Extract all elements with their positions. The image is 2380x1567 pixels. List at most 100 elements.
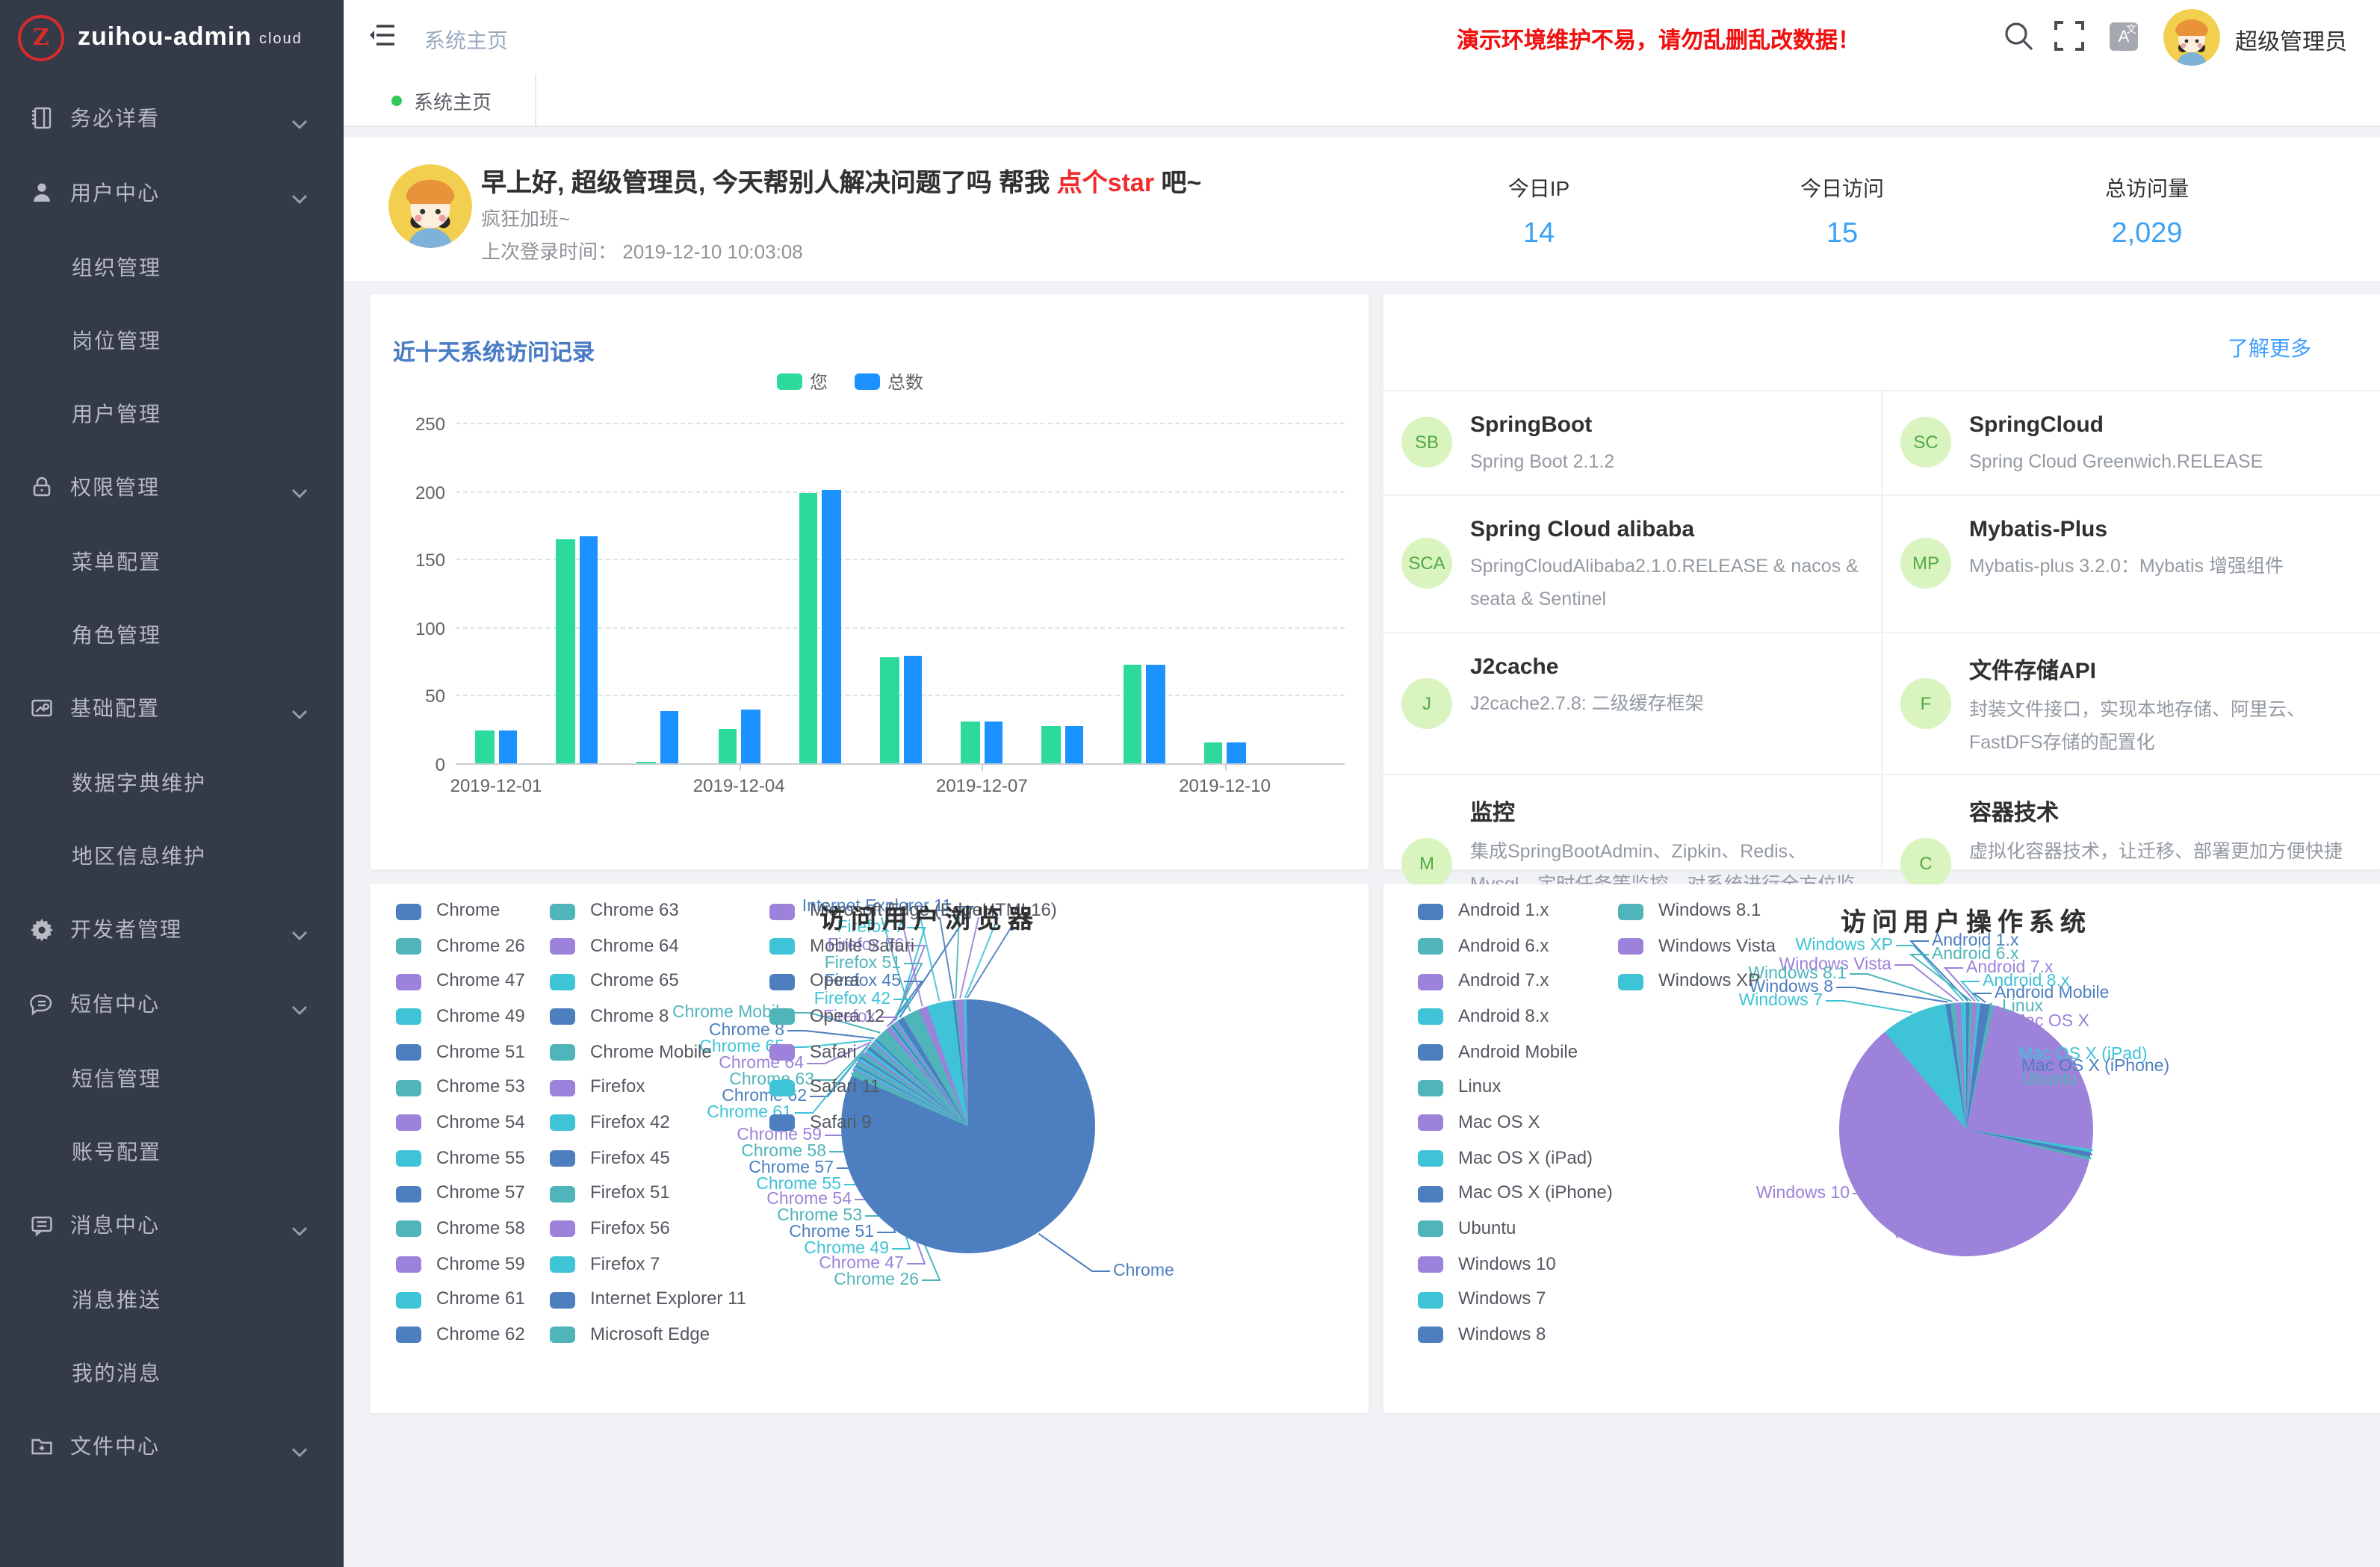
sidebar-subitem[interactable]: 消息推送 xyxy=(72,1287,161,1311)
sidebar-subitem[interactable]: 组织管理 xyxy=(72,255,161,279)
legend-swatch xyxy=(769,1114,795,1132)
legend-item-Safari[interactable]: Safari xyxy=(769,1040,857,1063)
sidebar-item-6[interactable]: 消息中心 xyxy=(0,1188,344,1262)
sidebar-item-4[interactable]: 开发者管理 xyxy=(0,892,344,966)
fullscreen-icon[interactable] xyxy=(2054,21,2084,58)
chevron-down-icon xyxy=(291,111,308,134)
stat-label: 今日IP xyxy=(1507,176,1570,200)
legend-item-Linux[interactable]: Linux xyxy=(1418,1076,1501,1099)
sidebar-item-2[interactable]: 权限管理 xyxy=(0,450,344,524)
legend-swatch xyxy=(396,1114,421,1132)
legend-item-Chrome 55[interactable]: Chrome 55 xyxy=(396,1146,525,1169)
legend-item-Chrome Mobile[interactable]: Chrome Mobile xyxy=(550,1040,712,1063)
legend-item-Microsoft Edge[interactable]: Microsoft Edge xyxy=(550,1324,710,1346)
legend-item-Chrome 26[interactable]: Chrome 26 xyxy=(396,934,525,957)
legend-item-Android 8.x[interactable]: Android 8.x xyxy=(1418,1005,1549,1028)
legend-item-Chrome 8[interactable]: Chrome 8 xyxy=(550,1005,669,1028)
legend-item-Firefox 56[interactable]: Firefox 56 xyxy=(550,1217,670,1240)
learn-more-link[interactable]: 了解更多 xyxy=(2228,336,2311,360)
legend-item-Chrome 63[interactable]: Chrome 63 xyxy=(550,899,679,922)
avatar[interactable] xyxy=(2163,9,2220,66)
bar-chart-legend: 您 总数 xyxy=(777,369,950,394)
sidebar-subitem[interactable]: 用户管理 xyxy=(72,401,161,425)
sidebar-subitem[interactable]: 我的消息 xyxy=(72,1360,161,1384)
legend-item-Android 1.x[interactable]: Android 1.x xyxy=(1418,899,1549,922)
legend-item-Mac OS X[interactable]: Mac OS X xyxy=(1418,1111,1540,1134)
legend-item-Opera[interactable]: Opera xyxy=(769,970,860,993)
legend-item-Firefox 7[interactable]: Firefox 7 xyxy=(550,1253,660,1275)
legend-item-Microsoft Edge (EdgeHTML16)[interactable]: Microsoft Edge (EdgeHTML16) xyxy=(769,899,1057,922)
legend-item-总数[interactable]: 总数 xyxy=(855,369,950,394)
legend-item-Chrome 53[interactable]: Chrome 53 xyxy=(396,1076,525,1099)
legend-item-Ubuntu[interactable]: Ubuntu xyxy=(1418,1217,1516,1240)
sidebar-item-5[interactable]: 短信中心 xyxy=(0,966,344,1041)
legend-item-Chrome 51[interactable]: Chrome 51 xyxy=(396,1040,525,1063)
username-label[interactable]: 超级管理员 xyxy=(2235,30,2348,55)
pie-callout-Chrome 51: Chrome 51 xyxy=(789,1223,874,1241)
legend-item-Chrome 57[interactable]: Chrome 57 xyxy=(396,1182,525,1204)
legend-item-Firefox[interactable]: Firefox xyxy=(550,1076,645,1099)
legend-item-Android 7.x[interactable]: Android 7.x xyxy=(1418,970,1549,993)
legend-label: Safari 11 xyxy=(810,1076,881,1097)
tech-card-title: J2cache xyxy=(1470,654,1559,680)
sidebar-subitem[interactable]: 岗位管理 xyxy=(72,328,161,352)
legend-item-Firefox 51[interactable]: Firefox 51 xyxy=(550,1182,670,1204)
legend-item-Mac OS X (iPad)[interactable]: Mac OS X (iPad) xyxy=(1418,1146,1593,1169)
legend-item-Firefox 42[interactable]: Firefox 42 xyxy=(550,1111,670,1134)
legend-item-Chrome 58[interactable]: Chrome 58 xyxy=(396,1217,525,1240)
legend-item-Chrome 65[interactable]: Chrome 65 xyxy=(550,970,679,993)
legend-label: Firefox 42 xyxy=(590,1111,670,1132)
pie-callout-Internet Explorer 11: Internet Explorer 11 xyxy=(802,898,952,916)
legend-label: Chrome 61 xyxy=(436,1288,525,1309)
app-logo[interactable]: Z zuihou-admin cloud xyxy=(0,0,344,75)
sidebar-item-0[interactable]: 务必详看 xyxy=(0,81,344,155)
legend-item-Windows Vista[interactable]: Windows Vista xyxy=(1618,934,1776,957)
legend-item-Chrome 47[interactable]: Chrome 47 xyxy=(396,970,525,993)
legend-item-Android 6.x[interactable]: Android 6.x xyxy=(1418,934,1549,957)
legend-item-Chrome 49[interactable]: Chrome 49 xyxy=(396,1005,525,1028)
lock-icon xyxy=(30,475,54,499)
legend-item-Windows XP[interactable]: Windows XP xyxy=(1618,970,1760,993)
legend-item-Android Mobile[interactable]: Android Mobile xyxy=(1418,1040,1578,1063)
stat-value: 14 xyxy=(1522,218,1555,249)
star-link[interactable]: 点个star xyxy=(1056,169,1155,197)
legend-swatch xyxy=(396,973,421,990)
sidebar-item-7[interactable]: 文件中心 xyxy=(0,1409,344,1483)
legend-item-Chrome 54[interactable]: Chrome 54 xyxy=(396,1111,525,1134)
legend-item-Windows 8.1[interactable]: Windows 8.1 xyxy=(1618,899,1761,922)
legend-item-Opera 12[interactable]: Opera 12 xyxy=(769,1005,884,1028)
y-axis-label: 50 xyxy=(425,686,445,707)
sidebar-item-3[interactable]: 基础配置 xyxy=(0,671,344,745)
sidebar-subitem[interactable]: 短信管理 xyxy=(72,1066,161,1090)
legend-item-Windows 8[interactable]: Windows 8 xyxy=(1418,1324,1546,1346)
collapse-menu-icon[interactable] xyxy=(369,22,396,55)
sidebar-subitem[interactable]: 菜单配置 xyxy=(72,549,161,573)
legend-item-Windows 10[interactable]: Windows 10 xyxy=(1418,1253,1556,1275)
legend-item-Firefox 45[interactable]: Firefox 45 xyxy=(550,1146,670,1169)
legend-item-您[interactable]: 您 xyxy=(777,369,855,394)
sidebar-subitem[interactable]: 地区信息维护 xyxy=(72,843,206,867)
legend-item-Safari 11[interactable]: Safari 11 xyxy=(769,1076,880,1099)
leader-line xyxy=(899,906,974,1019)
legend-swatch xyxy=(769,1044,795,1061)
legend-item-Safari 9[interactable]: Safari 9 xyxy=(769,1111,872,1134)
sidebar-subitem[interactable]: 角色管理 xyxy=(72,622,161,646)
legend-item-Internet Explorer 11[interactable]: Internet Explorer 11 xyxy=(550,1288,746,1310)
legend-item-Chrome 61[interactable]: Chrome 61 xyxy=(396,1288,525,1310)
visit-record-card: 近十天系统访问记录 您 总数 0 50 100 150 200 250 2019-12-01 2… xyxy=(371,294,1369,869)
legend-item-Mac OS X (iPhone)[interactable]: Mac OS X (iPhone) xyxy=(1418,1182,1613,1204)
sidebar-subitem[interactable]: 账号配置 xyxy=(72,1139,161,1163)
legend-item-Chrome[interactable]: Chrome xyxy=(396,899,500,922)
bar-您-2019-12-06 xyxy=(880,657,899,763)
legend-item-Chrome 64[interactable]: Chrome 64 xyxy=(550,934,679,957)
legend-item-Chrome 59[interactable]: Chrome 59 xyxy=(396,1253,525,1275)
legend-item-Chrome 62[interactable]: Chrome 62 xyxy=(396,1324,525,1346)
sidebar-subitem[interactable]: 数据字典维护 xyxy=(72,770,206,794)
search-icon[interactable] xyxy=(2004,21,2035,60)
legend-swatch xyxy=(550,903,575,919)
sidebar-item-1[interactable]: 用户中心 xyxy=(0,155,344,230)
legend-item-Mobile Safari[interactable]: Mobile Safari xyxy=(769,934,914,957)
tab-system-home[interactable]: 系统主页 xyxy=(344,75,536,125)
legend-item-Windows 7[interactable]: Windows 7 xyxy=(1418,1288,1546,1310)
